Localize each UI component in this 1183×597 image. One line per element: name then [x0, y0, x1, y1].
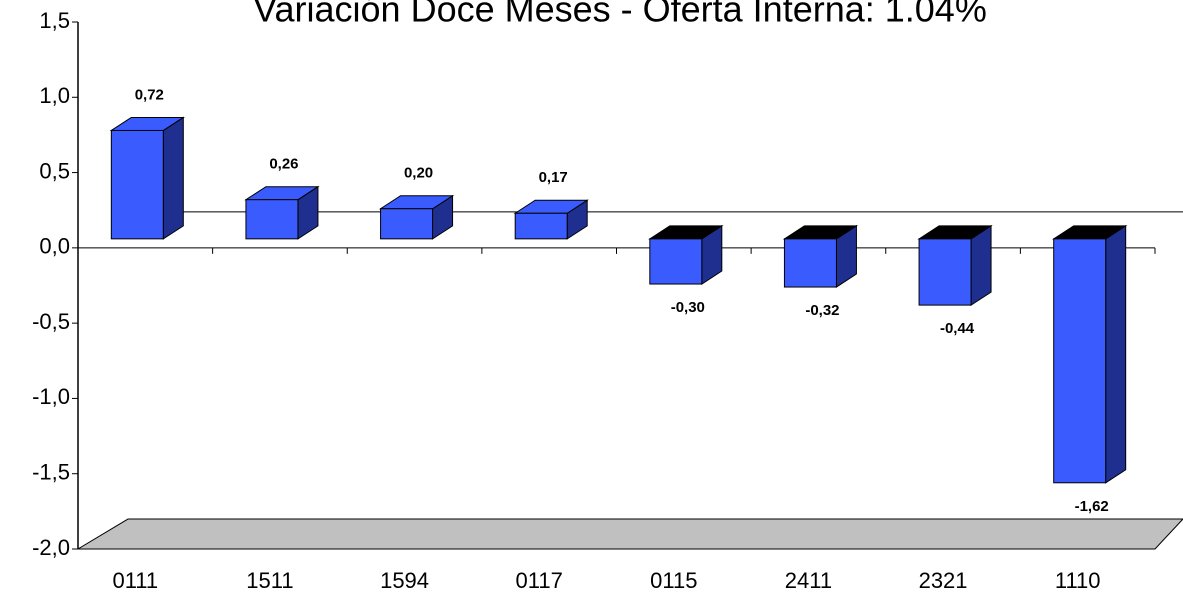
bar	[1053, 238, 1107, 484]
y-tick-label: 0,5	[39, 158, 70, 183]
y-tick-label: 1,0	[39, 83, 70, 108]
value-label: 0,72	[135, 86, 164, 103]
bar	[783, 238, 837, 288]
x-tick-label: 0117	[516, 568, 563, 593]
value-label: -0,44	[940, 320, 975, 337]
y-tick-label: -1,5	[32, 460, 70, 485]
floor	[76, 518, 1183, 550]
value-label: 0,26	[269, 156, 298, 173]
value-label: 0,17	[539, 169, 568, 186]
bar	[380, 208, 434, 240]
value-label: -0,32	[805, 302, 839, 319]
x-tick-label: 1110	[1055, 568, 1101, 593]
bar	[649, 238, 703, 285]
bar-side	[1105, 224, 1127, 484]
y-tick-label: 0,0	[39, 234, 70, 259]
bar-side	[970, 224, 992, 307]
x-tick-label: 2411	[785, 568, 832, 593]
y-tick-label: -2,0	[32, 535, 70, 560]
bar	[245, 199, 299, 240]
y-tick-label: -0,5	[32, 309, 70, 334]
value-label: 0,20	[404, 165, 433, 182]
bar	[110, 129, 164, 240]
y-tick-label: -1,0	[32, 384, 70, 409]
chart-title: Variación Doce Meses - Oferta Interna: 1…	[253, 0, 987, 30]
bar	[514, 212, 568, 240]
value-label: -0,30	[671, 299, 705, 316]
x-tick-label: 0111	[112, 568, 158, 593]
x-tick-label: 1594	[380, 568, 429, 593]
bar-side	[162, 116, 184, 240]
x-tick-label: 0115	[650, 568, 697, 593]
value-label: -1,62	[1075, 498, 1109, 515]
y-tick-label: 1,5	[39, 8, 70, 33]
x-tick-label: 1511	[246, 568, 293, 593]
x-tick-label: 2321	[919, 568, 968, 593]
bar	[918, 238, 972, 306]
